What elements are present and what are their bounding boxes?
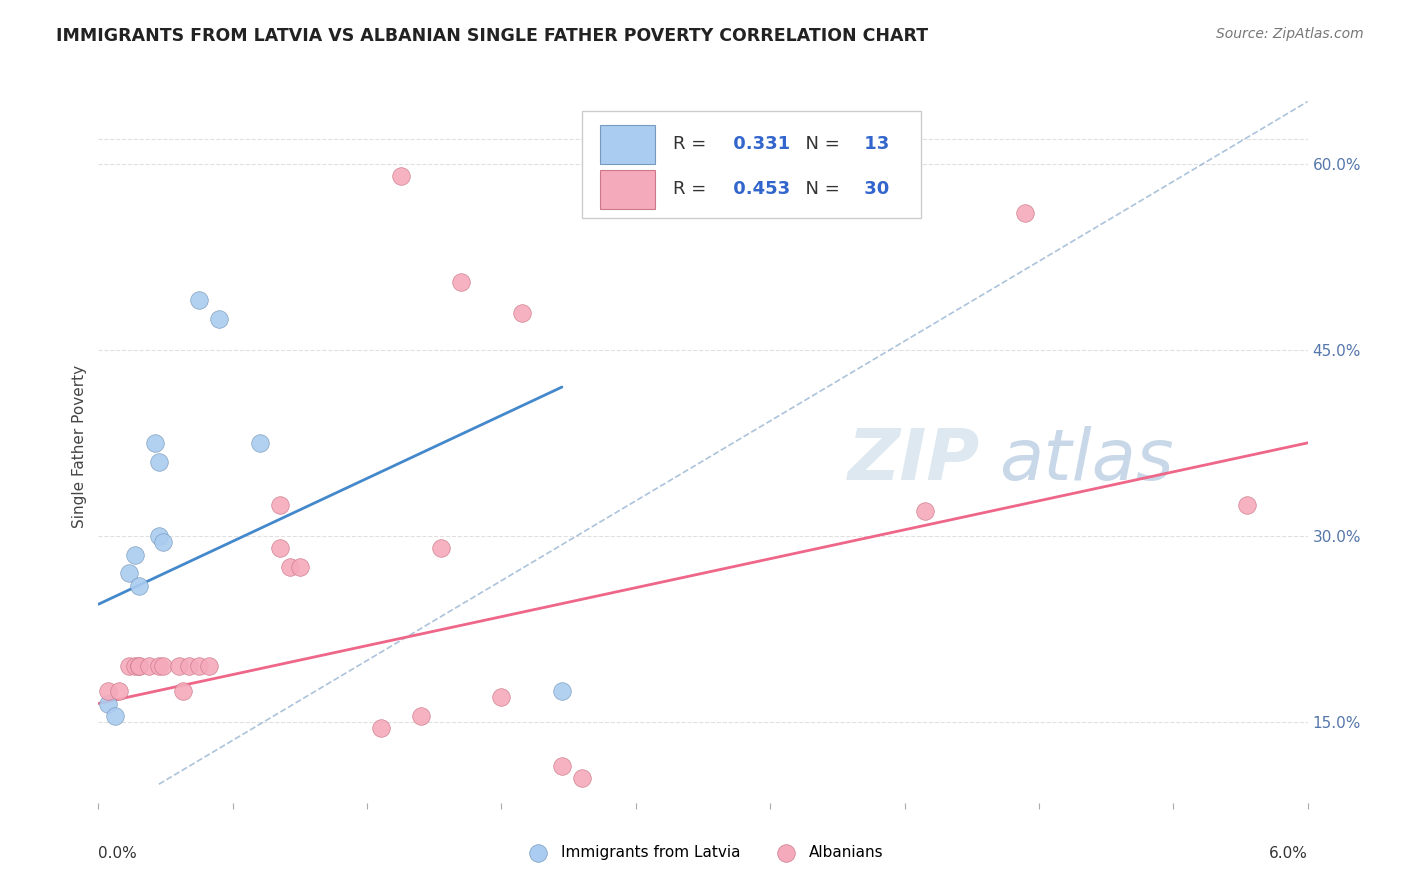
Point [288,560,311,574]
Bar [600,169,655,209]
FancyBboxPatch shape [582,111,921,218]
Point [118,566,141,581]
Text: 0.331: 0.331 [727,136,790,153]
Y-axis label: Single Father Poverty: Single Father Poverty [72,365,87,527]
Point [188,293,211,308]
Point [491,690,513,705]
Text: N =: N = [793,180,845,198]
Point [167,659,190,673]
Text: N =: N = [793,136,845,153]
Point [107,684,129,698]
Point [118,659,141,673]
Point [551,758,574,772]
Point [179,659,201,673]
Point [249,436,271,450]
Point [409,709,432,723]
Point [269,498,291,512]
Point [551,684,574,698]
Point [571,771,593,785]
Point [148,529,170,543]
Text: atlas: atlas [1000,425,1174,495]
Point [188,659,211,673]
Point [148,659,170,673]
Text: R =: R = [673,180,711,198]
Point [510,305,533,319]
Point [128,579,150,593]
Point [1014,206,1036,220]
Point [128,659,150,673]
Point [198,659,221,673]
Text: 6.0%: 6.0% [1268,846,1308,861]
Point [124,548,146,562]
Point [138,659,160,673]
Point [128,659,150,673]
Point [450,275,472,289]
Point [172,684,194,698]
Point [370,722,392,736]
Point [124,659,146,673]
Point [148,454,170,468]
Point [152,535,174,549]
Point [430,541,453,556]
Text: 30: 30 [858,180,889,198]
Point [143,436,166,450]
Point [103,709,125,723]
Text: Source: ZipAtlas.com: Source: ZipAtlas.com [1216,27,1364,41]
Point [152,659,174,673]
Text: 0.0%: 0.0% [98,846,138,861]
Text: 0.453: 0.453 [727,180,790,198]
Point [389,169,412,183]
Point [269,541,291,556]
Point [914,504,936,518]
Text: 13: 13 [858,136,889,153]
Bar [600,125,655,164]
Legend: Immigrants from Latvia, Albanians: Immigrants from Latvia, Albanians [516,839,890,866]
Text: IMMIGRANTS FROM LATVIA VS ALBANIAN SINGLE FATHER POVERTY CORRELATION CHART: IMMIGRANTS FROM LATVIA VS ALBANIAN SINGL… [56,27,928,45]
Point [97,697,120,711]
Point [278,560,301,574]
Point [97,684,120,698]
Text: ZIP: ZIP [848,425,980,495]
Point [208,311,231,326]
Text: R =: R = [673,136,711,153]
Point [1236,498,1258,512]
